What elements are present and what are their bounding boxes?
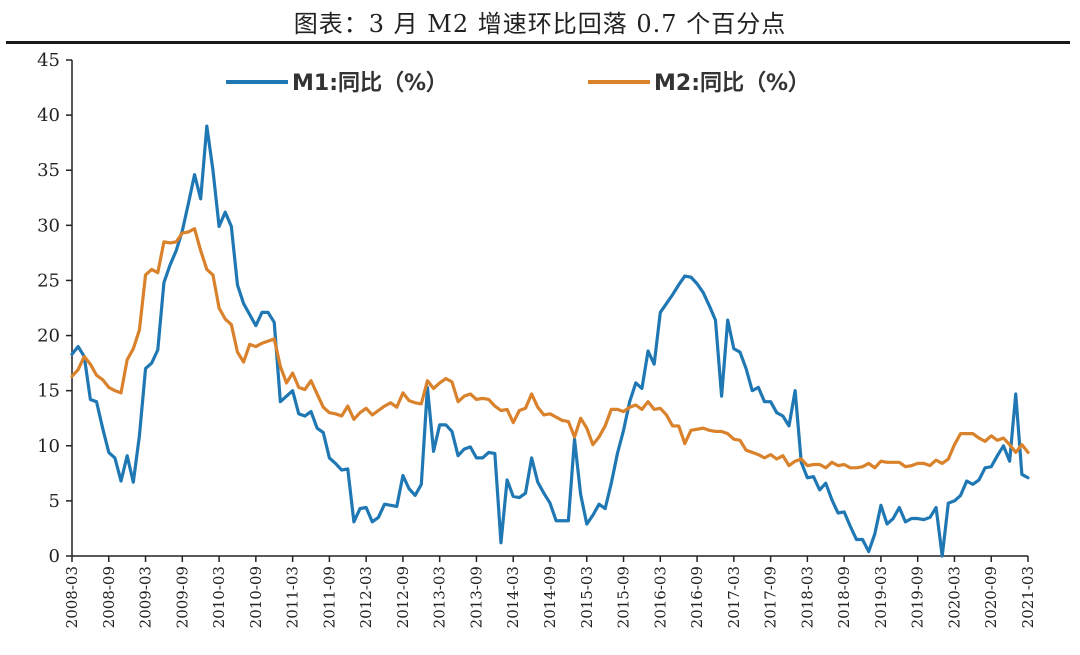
x-tick-label: 2020-09 — [982, 566, 1000, 628]
y-tick-label: 5 — [49, 491, 60, 512]
legend-label-m2: M2:同比（%） — [654, 71, 810, 96]
x-tick-label: 2008-09 — [100, 566, 118, 628]
x-tick-label: 2013-09 — [467, 566, 485, 628]
x-tick-label: 2017-09 — [762, 566, 780, 628]
y-tick-label: 45 — [37, 50, 60, 71]
legend: M1:同比（%） M2:同比（%） — [226, 71, 810, 96]
y-tick-label: 10 — [37, 436, 60, 457]
x-tick-label: 2017-03 — [725, 566, 743, 628]
y-tick-label: 20 — [37, 326, 60, 347]
x-tick-label: 2011-09 — [320, 566, 338, 628]
x-tick-label: 2016-03 — [651, 566, 669, 628]
x-tick-label: 2009-09 — [173, 566, 191, 628]
y-tick-label: 0 — [49, 546, 60, 567]
x-tick-label: 2012-03 — [357, 566, 375, 628]
x-tick-label: 2009-03 — [137, 566, 155, 628]
y-tick-label: 35 — [37, 160, 60, 181]
y-tick-label: 25 — [37, 270, 60, 291]
axes: 0 5 10 15 20 25 30 35 40 45 2008-03 2008-09 2009-03 2… — [37, 50, 1037, 628]
x-tick-label: 2021-03 — [1019, 566, 1037, 628]
x-tick-label: 2016-09 — [688, 566, 706, 628]
x-tick-label: 2008-03 — [63, 566, 81, 628]
x-tick-label: 2019-03 — [872, 566, 890, 628]
legend-label-m1: M1:同比（%） — [292, 71, 448, 96]
chart-title: 图表：3 月 M2 增速环比回落 0.7 个百分点 — [293, 10, 787, 38]
y-tick-label: 30 — [37, 215, 60, 236]
x-tick-label: 2010-09 — [247, 566, 265, 628]
series-layer — [70, 124, 1030, 558]
x-tick-label: 2010-03 — [210, 566, 228, 628]
title-rule — [6, 41, 1070, 44]
x-tick-label: 2015-09 — [615, 566, 633, 628]
x-tick-label: 2013-03 — [431, 566, 449, 628]
x-tick-label: 2018-03 — [798, 566, 816, 628]
m2-series-line — [70, 227, 1030, 470]
x-tick-label: 2019-09 — [909, 566, 927, 628]
x-tick-label: 2014-09 — [541, 566, 559, 628]
x-tick-label: 2018-09 — [835, 566, 853, 628]
m1-series-line — [70, 124, 1030, 558]
x-tick-label: 2011-03 — [284, 566, 302, 628]
x-tick-label: 2020-03 — [945, 566, 963, 628]
x-tick-label: 2012-09 — [394, 566, 412, 628]
y-tick-label: 15 — [37, 381, 60, 402]
x-tick-label: 2014-03 — [504, 566, 522, 628]
x-tick-label: 2015-03 — [578, 566, 596, 628]
y-tick-label: 40 — [37, 105, 60, 126]
